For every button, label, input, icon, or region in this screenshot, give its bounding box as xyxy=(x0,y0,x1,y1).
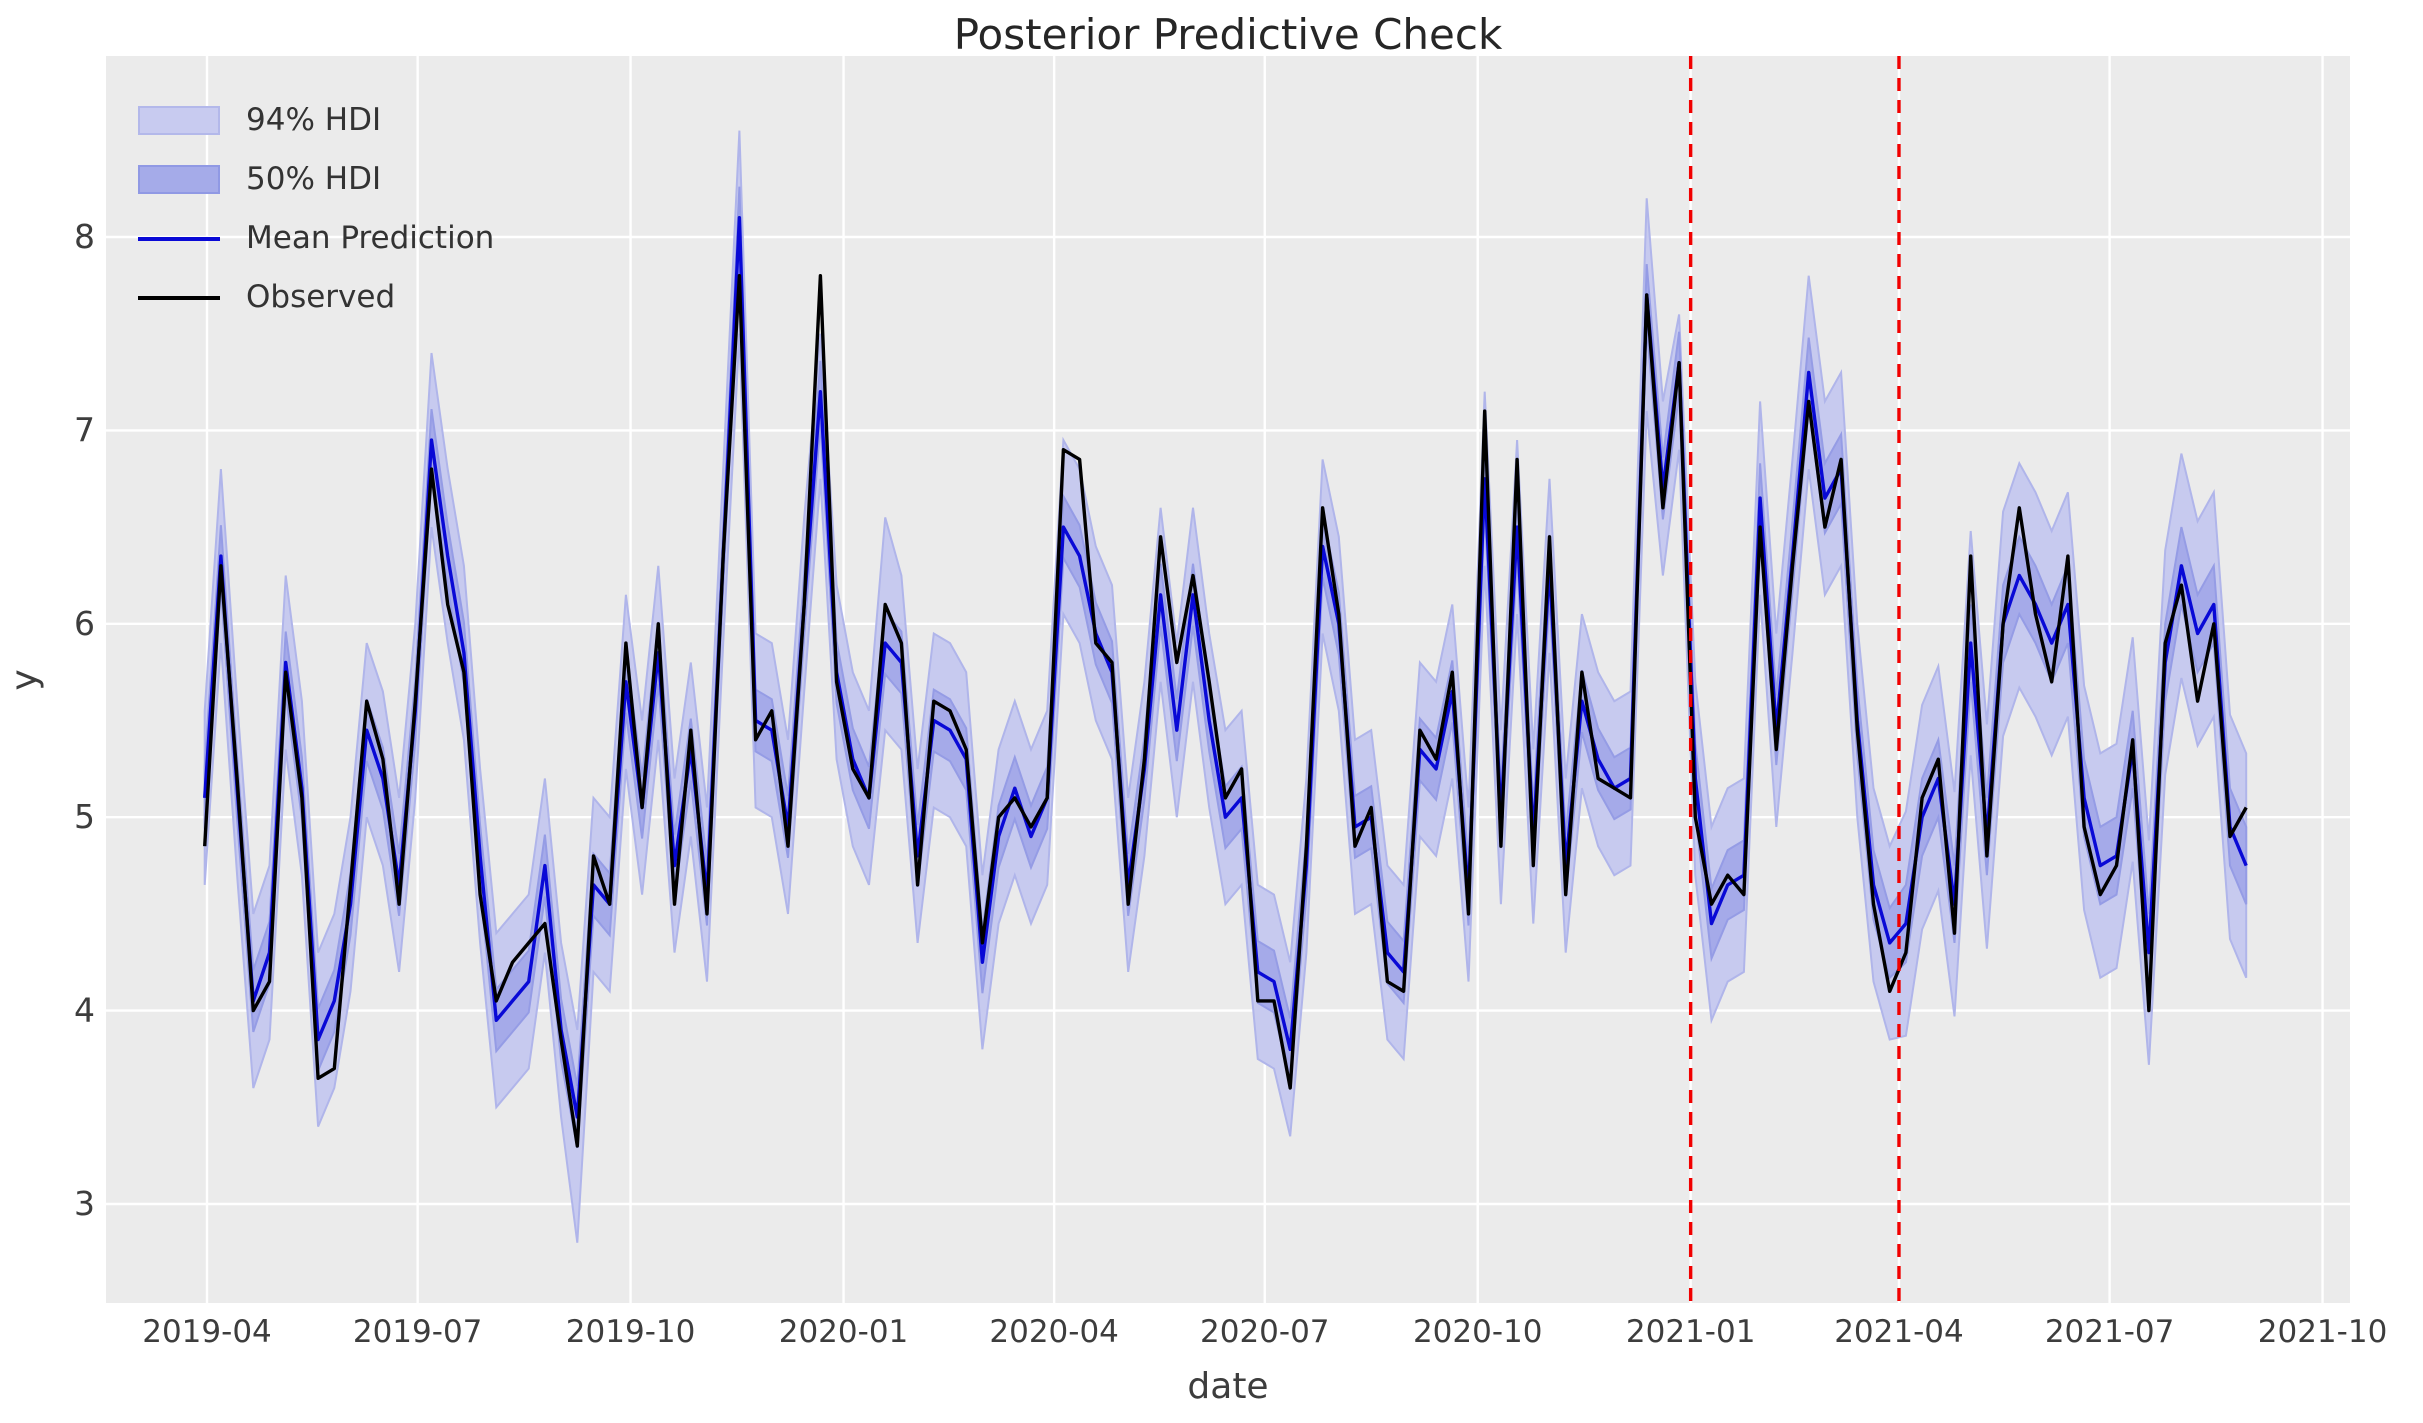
y-tick-label: 5 xyxy=(74,797,95,836)
x-tick-label: 2021-07 xyxy=(2045,1314,2175,1350)
hdi94-band xyxy=(203,130,2248,1243)
y-axis-label: y xyxy=(4,669,46,691)
observed-line xyxy=(203,274,2248,1148)
x-axis-label: date xyxy=(1187,1366,1269,1407)
legend-item-mean-prediction: Mean Prediction xyxy=(138,220,495,256)
mean-prediction-line xyxy=(203,216,2248,1119)
legend-item-94-hdi: 94% HDI xyxy=(138,102,494,138)
x-tick-label: 2019-10 xyxy=(566,1314,696,1350)
x-tick-label: 2021-01 xyxy=(1626,1314,1756,1350)
x-tick-label: 2020-04 xyxy=(989,1314,1119,1350)
y-tick-label: 4 xyxy=(74,991,95,1030)
legend-label-50-hdi: 50% HDI xyxy=(246,161,382,197)
x-tick-label: 2019-07 xyxy=(353,1314,483,1350)
hdi94-swatch-icon xyxy=(138,106,220,135)
x-tick-label: 2019-04 xyxy=(142,1314,272,1350)
legend: 94% HDI 50% HDI Mean Prediction Observed xyxy=(138,102,495,315)
legend-item-50-hdi: 50% HDI xyxy=(138,161,494,197)
legend-label-observed: Observed xyxy=(246,279,396,315)
chart-title: Posterior Predictive Check xyxy=(953,10,1503,59)
legend-item-observed: Observed xyxy=(138,279,494,315)
mean-line-swatch-icon xyxy=(138,236,220,241)
x-tick-label: 2020-10 xyxy=(1413,1314,1543,1350)
x-tick-label: 2020-01 xyxy=(779,1314,909,1350)
observed-line-swatch-icon xyxy=(138,295,220,300)
legend-label-94-hdi: 94% HDI xyxy=(246,102,382,138)
legend-label-mean-prediction: Mean Prediction xyxy=(246,220,495,256)
y-tick-label: 7 xyxy=(74,410,95,449)
x-tick-label: 2020-07 xyxy=(1200,1314,1330,1350)
hdi50-swatch-icon xyxy=(138,165,220,194)
y-tick-label: 8 xyxy=(74,217,95,256)
y-tick-label: 3 xyxy=(74,1184,95,1223)
x-tick-label: 2021-10 xyxy=(2258,1314,2388,1350)
y-tick-label: 6 xyxy=(74,604,95,643)
x-tick-label: 2021-04 xyxy=(1834,1314,1964,1350)
